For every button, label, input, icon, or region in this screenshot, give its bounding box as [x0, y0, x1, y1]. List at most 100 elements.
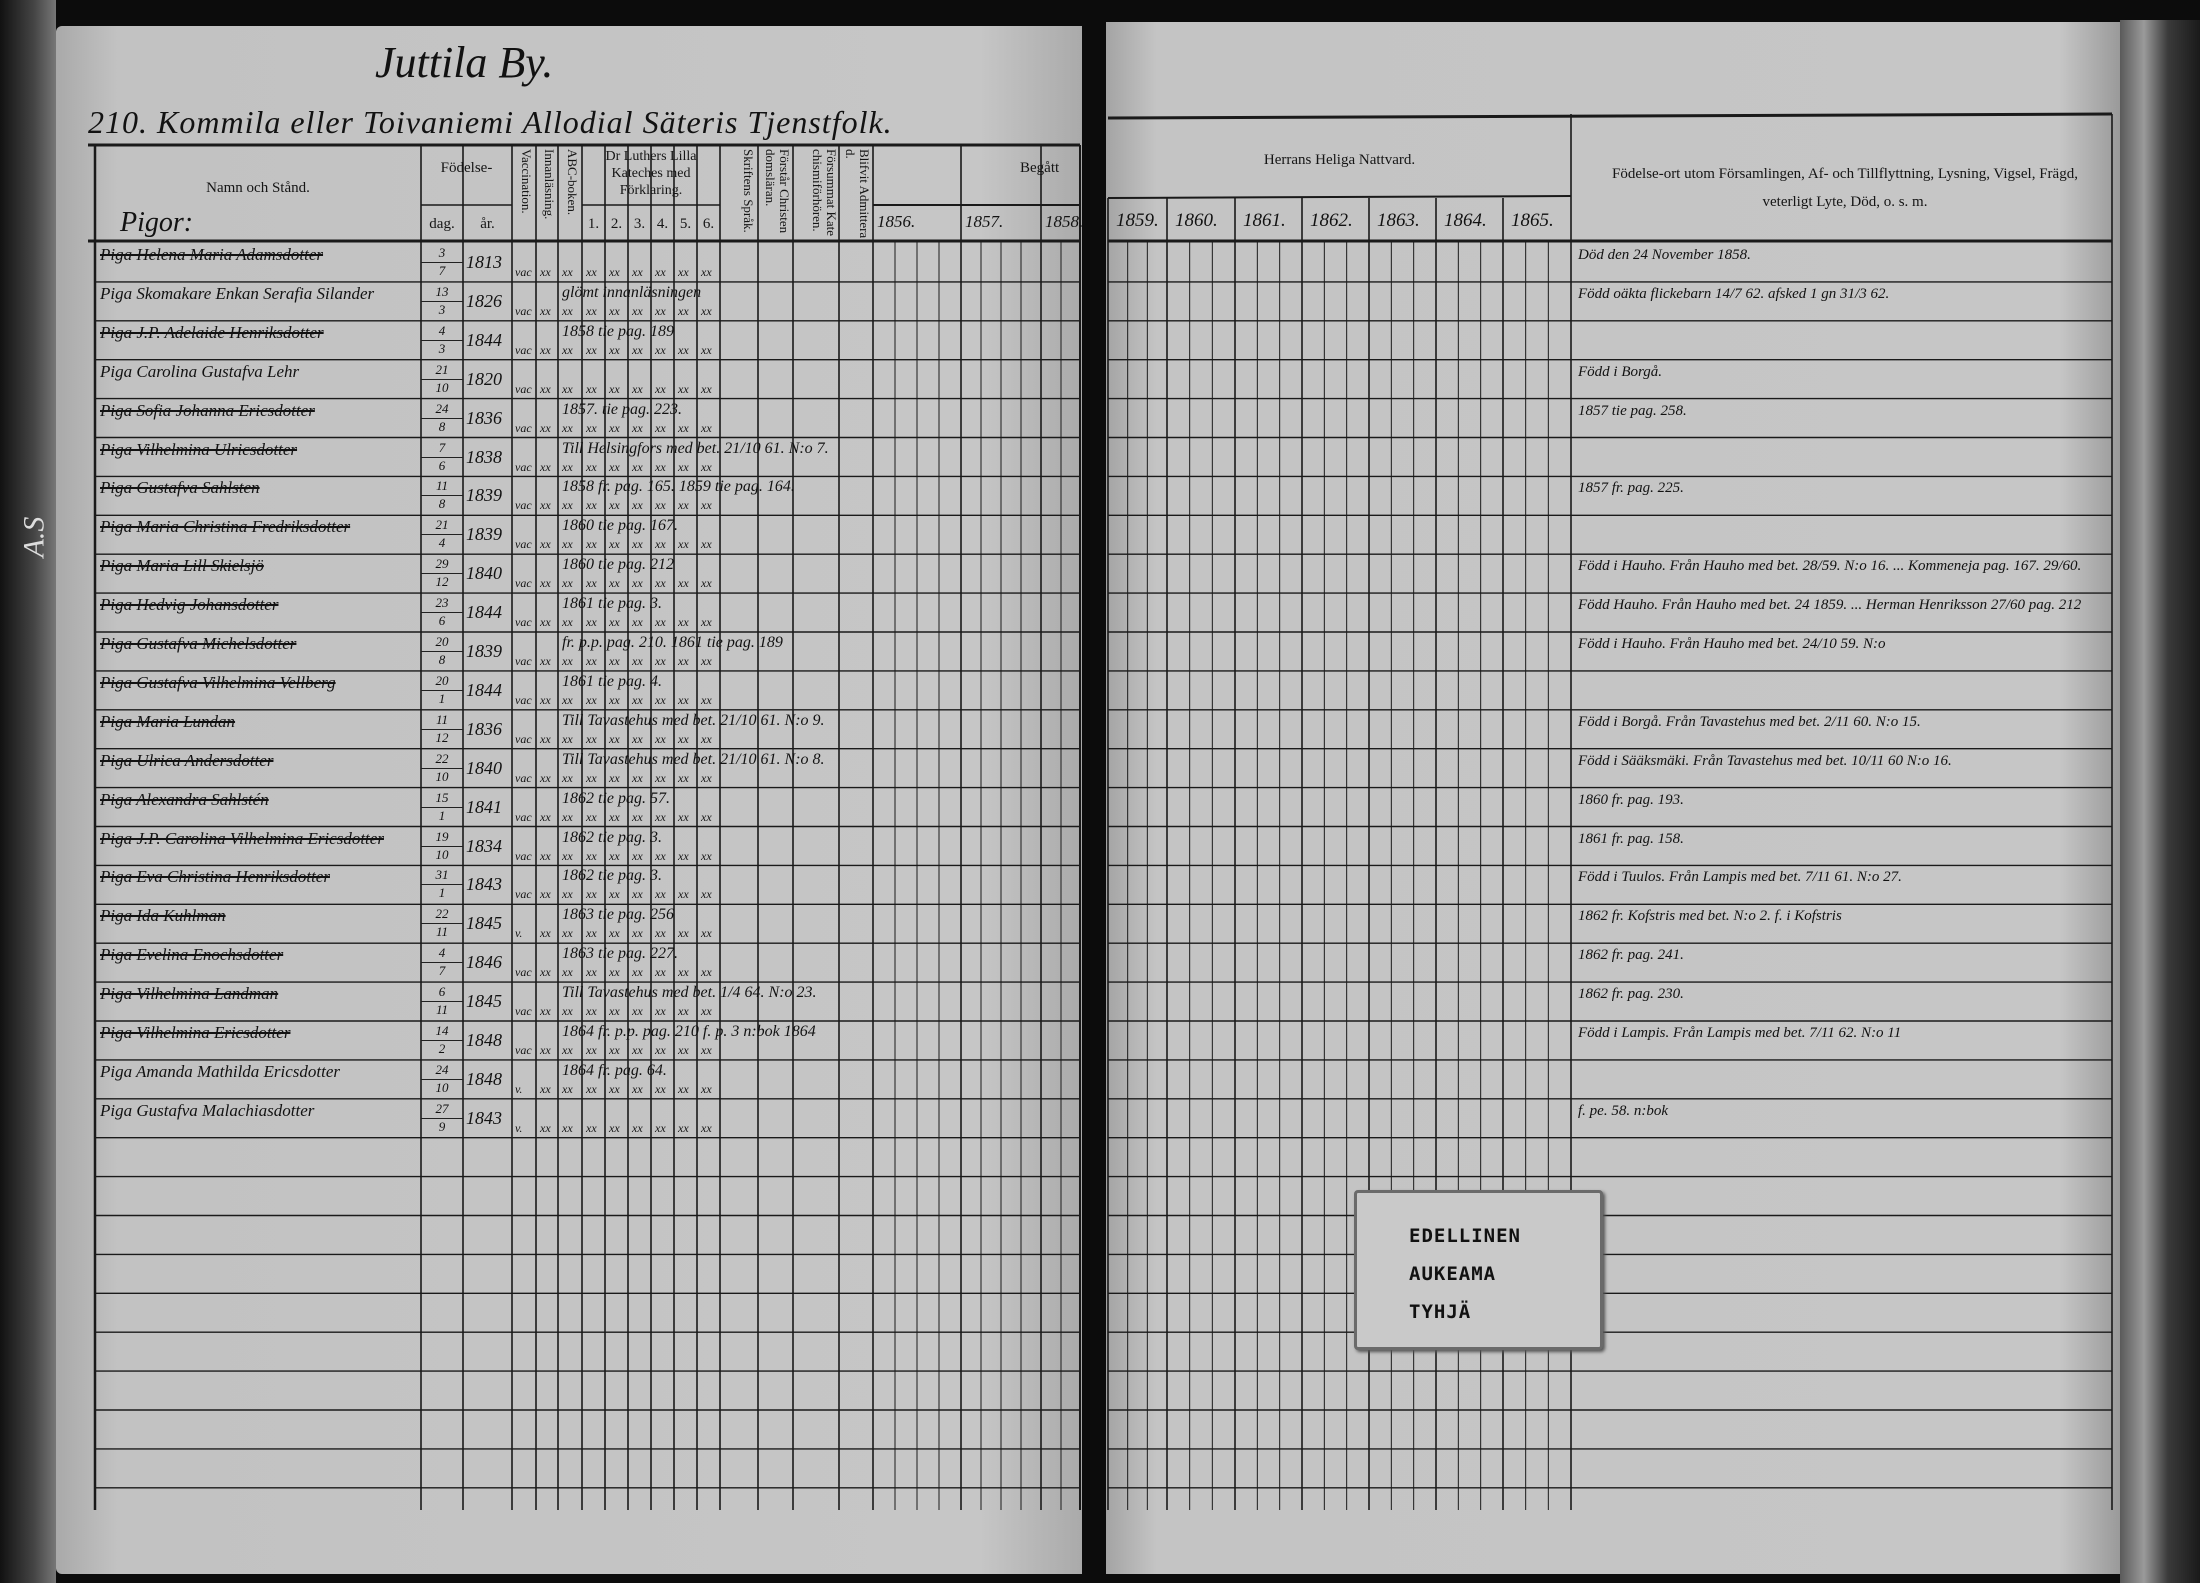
knowledge-mark: xx — [701, 498, 712, 513]
birth-month: 9 — [421, 1117, 463, 1134]
knowledge-mark: xx — [678, 848, 689, 863]
knowledge-mark: xx — [609, 459, 620, 474]
knowledge-mark: xx — [540, 1120, 551, 1135]
person-name: Piga Carolina Gustafva Lehr — [100, 361, 300, 381]
birth-year: 1848 — [466, 1068, 502, 1089]
header-year: 1859. — [1116, 210, 1159, 231]
knowledge-mark: xx — [586, 1120, 597, 1135]
knowledge-mark: xx — [655, 1120, 666, 1135]
row-annotation: 1862 tie pag. 3. — [562, 867, 662, 885]
row-annotation: Till Tavastehus med bet. 1/4 64. N:o 23. — [562, 984, 817, 1002]
row-note: Född i Hauho. Från Hauho med bet. 24/10 … — [1578, 636, 1886, 652]
knowledge-mark: xx — [609, 265, 620, 279]
knowledge-mark: xx — [562, 926, 573, 941]
knowledge-mark: xx — [701, 1004, 712, 1019]
birth-day: 22 — [435, 906, 449, 922]
row-note: 1861 fr. pag. 158. — [1578, 830, 1684, 847]
header-year: 1860. — [1175, 210, 1218, 231]
label-line: TYHJÄ — [1409, 1301, 1472, 1323]
vaccination-mark: vac — [515, 731, 532, 746]
birth-year: 1846 — [466, 952, 502, 973]
header-year: 1856. — [877, 212, 916, 231]
header-year: 1864. — [1444, 210, 1487, 231]
knowledge-mark: xx — [678, 1081, 689, 1096]
birth-year: 1839 — [466, 641, 502, 661]
row-annotation: 1864 fr. pag. 64. — [562, 1061, 667, 1079]
knowledge-mark: xx — [632, 848, 643, 863]
birth-year: 1843 — [466, 1107, 502, 1128]
header-birth: Födelse- — [440, 160, 493, 176]
knowledge-mark: xx — [540, 848, 551, 863]
birth-day: 31 — [435, 867, 449, 883]
knowledge-mark: xx — [678, 498, 689, 513]
row-annotation: 1862 tie pag. 3. — [562, 828, 662, 846]
knowledge-mark: xx — [586, 1043, 597, 1057]
birth-day: 7 — [438, 439, 446, 455]
header-missed: Försummat Katechismiförhören. — [810, 149, 839, 237]
village-heading: Juttila By. — [375, 38, 554, 87]
person-name: Piga Gustafva Sahlsten — [100, 478, 260, 498]
row-note: 1862 fr. Kofstris med bet. N:o 2. f. i K… — [1578, 908, 1842, 925]
person-name: Piga Amanda Mathilda Ericsdotter — [100, 1061, 341, 1081]
knowledge-mark: xx — [632, 926, 643, 941]
knowledge-mark: xx — [655, 1081, 666, 1096]
knowledge-mark: xx — [678, 1004, 689, 1019]
row-annotation: Till Tavastehus med bet. 21/10 61. N:o 8… — [562, 750, 825, 768]
knowledge-mark: xx — [609, 1043, 620, 1057]
header-year: 1861. — [1243, 210, 1286, 231]
header-year: 1862. — [1310, 210, 1353, 231]
birth-month: 4 — [421, 534, 463, 550]
row-note: f. pe. 58. n:bok — [1578, 1102, 1668, 1119]
header-catechism-part: 3. — [633, 216, 646, 232]
vaccination-mark: vac — [515, 576, 532, 591]
row-annotation: 1861 tie pag. 4. — [562, 672, 662, 690]
vaccination-mark: vac — [515, 537, 532, 552]
book-right-edge — [2120, 20, 2200, 1583]
knowledge-mark: xx — [655, 459, 666, 474]
birth-year: 1836 — [466, 718, 502, 739]
header-name: Namn och Stånd. — [206, 180, 310, 196]
birth-month: 3 — [421, 300, 463, 317]
margin-mark: A.S — [17, 516, 51, 558]
knowledge-mark: xx — [586, 965, 597, 980]
knowledge-mark: xx — [562, 965, 573, 980]
row-annotation: 1861 tie pag. 3. — [562, 595, 662, 613]
row-note: Död den 24 November 1858. — [1578, 247, 1751, 263]
knowledge-mark: xx — [562, 420, 573, 435]
birth-day: 29 — [435, 556, 449, 572]
birth-year: 1848 — [466, 1030, 502, 1050]
person-name: Piga Ulrica Andersdotter — [100, 750, 274, 770]
birth-day: 21 — [435, 517, 449, 533]
knowledge-mark: xx — [562, 1120, 573, 1135]
header-year: 1857. — [965, 212, 1004, 231]
knowledge-mark: xx — [678, 342, 689, 357]
knowledge-mark: xx — [678, 537, 689, 552]
birth-month: 1 — [421, 884, 463, 900]
row-note: 1857 tie pag. 258. — [1578, 402, 1687, 419]
knowledge-mark: xx — [609, 926, 620, 941]
birth-day: 19 — [435, 828, 449, 844]
knowledge-mark: xx — [540, 692, 551, 707]
knowledge-mark: xx — [586, 537, 597, 552]
knowledge-mark: xx — [540, 303, 551, 318]
birth-day: 3 — [438, 245, 446, 260]
row-note: 1860 fr. pag. 193. — [1578, 791, 1684, 808]
vaccination-mark: vac — [515, 1004, 532, 1019]
knowledge-mark: xx — [678, 576, 689, 591]
knowledge-mark: xx — [540, 731, 551, 746]
vaccination-mark: vac — [515, 381, 532, 396]
knowledge-mark: xx — [678, 381, 689, 396]
person-name: Piga J.P. Carolina Vilhelmina Ericsdotte… — [100, 828, 384, 848]
birth-year: 1838 — [466, 446, 502, 467]
knowledge-mark: xx — [586, 692, 597, 707]
knowledge-mark: xx — [609, 848, 620, 863]
knowledge-mark: xx — [655, 420, 666, 435]
knowledge-mark: xx — [562, 576, 573, 591]
knowledge-mark: xx — [562, 654, 573, 668]
row-annotation: 1857. tie pag. 223. — [562, 400, 682, 418]
header-catechism-part: 2. — [610, 216, 623, 232]
birth-month: 10 — [421, 1078, 463, 1095]
birth-year: 1840 — [466, 757, 502, 778]
row-annotation: Till Tavastehus med bet. 21/10 61. N:o 9… — [562, 711, 825, 729]
